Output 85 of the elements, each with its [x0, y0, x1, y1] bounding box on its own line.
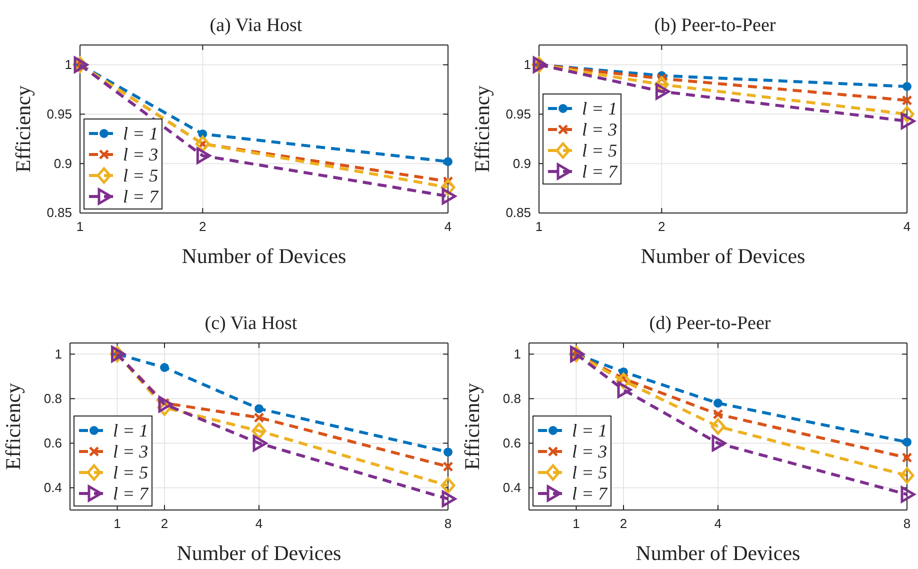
x-tick-label: 2	[658, 219, 666, 234]
point	[712, 434, 726, 452]
point	[254, 404, 264, 414]
x-tick-label: 1	[114, 516, 121, 532]
point	[158, 396, 173, 412]
x-tick-label: 2	[199, 219, 206, 234]
point	[440, 477, 456, 494]
y-tick-label: 0.4	[502, 480, 521, 495]
y-axis-title: Efficiency	[460, 382, 484, 470]
legend-label: l = 3	[123, 144, 158, 164]
y-tick-label: 0.8	[502, 390, 521, 406]
y-tick-label: 1	[524, 56, 531, 72]
point	[444, 448, 452, 457]
x-tick-label: 2	[160, 516, 168, 532]
x-tick-label: 1	[535, 219, 543, 234]
point	[195, 136, 210, 152]
point	[617, 382, 632, 398]
legend-label: l = 3	[113, 442, 148, 462]
y-tick-label: 0.85	[506, 205, 531, 220]
legend-label: l = 1	[572, 420, 608, 440]
y-axis-title: Efficiency	[1, 382, 25, 470]
legend-label: l = 5	[113, 462, 148, 482]
x-axis-title: Number of Devices	[182, 244, 346, 268]
point	[196, 147, 211, 164]
point	[902, 438, 912, 447]
point	[442, 188, 456, 204]
point	[252, 422, 266, 440]
legend-label: l = 7	[123, 186, 160, 206]
x-tick-label: 4	[255, 516, 263, 532]
legend-label: l = 5	[572, 462, 608, 482]
legend-label: l = 1	[582, 98, 618, 118]
chart-title: (c) Via Host	[204, 313, 298, 334]
y-tick-label: 1	[54, 346, 62, 362]
point	[900, 486, 916, 503]
point	[710, 418, 726, 435]
x-tick-label: 1	[76, 219, 84, 234]
x-axis-title: Number of Devices	[640, 244, 806, 268]
legend-label: l = 5	[582, 140, 618, 160]
point	[252, 434, 268, 452]
y-tick-label: 0.9	[54, 156, 72, 171]
y-tick-label: 0.95	[46, 106, 72, 122]
chart-title: (a) Via Host	[210, 15, 303, 36]
legend-label: l = 3	[572, 442, 608, 462]
y-tick-label: 0.6	[44, 435, 62, 450]
point	[900, 467, 914, 484]
point	[444, 157, 452, 166]
legend-label: l = 3	[582, 120, 618, 140]
x-axis-title: Number of Devices	[636, 541, 800, 565]
y-tick-label: 0.8	[44, 390, 62, 406]
y-tick-label: 0.6	[502, 435, 521, 450]
point	[160, 363, 169, 372]
chart-title: (d) Peer-to-Peer	[649, 313, 772, 334]
y-tick-label: 1	[514, 346, 521, 362]
legend-label: l = 1	[113, 420, 148, 440]
chart-title: (b) Peer-to-Peer	[654, 15, 776, 36]
y-tick-label: 0.9	[512, 156, 531, 171]
y-axis-title: Efficiency	[11, 84, 35, 173]
x-tick-label: 2	[620, 516, 628, 532]
legend-label: l = 7	[572, 484, 608, 504]
point	[900, 112, 916, 130]
point	[714, 398, 722, 408]
point	[655, 83, 670, 100]
x-tick-label: 4	[903, 219, 911, 234]
point	[712, 409, 724, 420]
y-tick-label: 0.4	[44, 480, 62, 495]
x-axis-title: Number of Devices	[176, 541, 342, 565]
legend-label: l = 1	[123, 124, 158, 144]
x-tick-label: 1	[572, 516, 580, 532]
x-tick-label: 8	[903, 516, 911, 532]
point	[902, 82, 912, 91]
y-tick-label: 1	[64, 56, 72, 72]
x-tick-label: 8	[444, 516, 452, 532]
x-tick-label: 4	[714, 516, 722, 532]
point	[442, 461, 454, 472]
legend-label: l = 7	[582, 162, 618, 182]
legend-label: l = 5	[123, 166, 158, 186]
y-tick-label: 0.85	[46, 205, 72, 220]
point	[442, 490, 456, 508]
point	[902, 452, 912, 463]
y-tick-label: 0.95	[506, 106, 531, 122]
point	[902, 95, 912, 106]
x-tick-label: 4	[444, 219, 452, 234]
point	[254, 412, 264, 423]
legend-label: l = 7	[113, 484, 150, 504]
y-axis-title: Efficiency	[470, 84, 494, 173]
